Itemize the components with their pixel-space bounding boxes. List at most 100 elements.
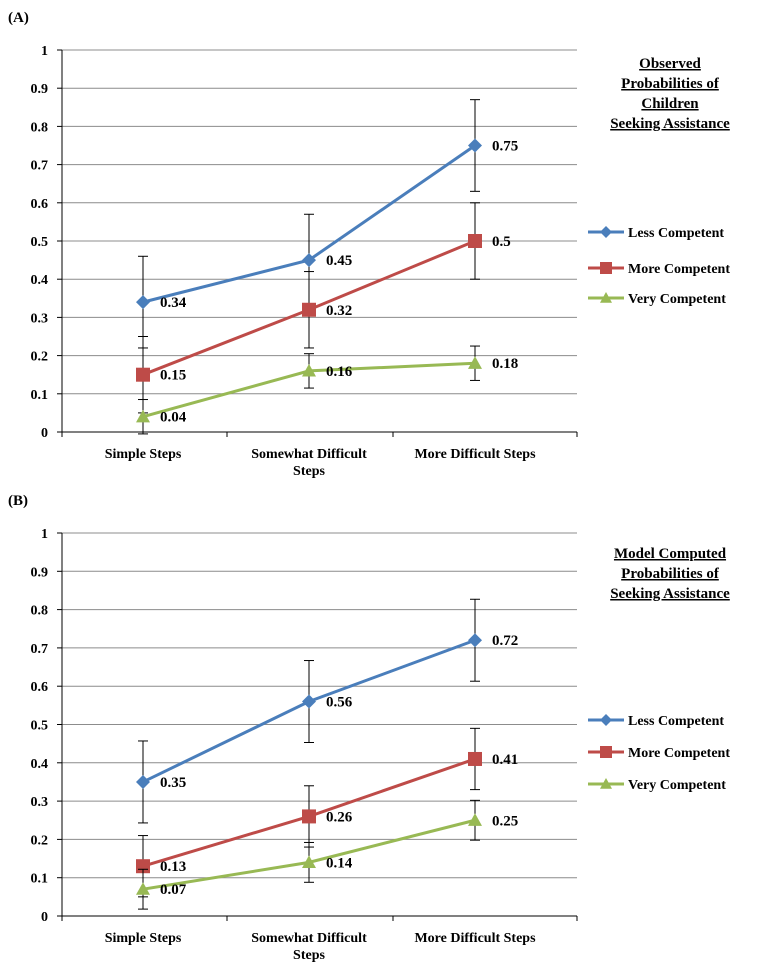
legend-item: More Competent — [588, 262, 730, 277]
y-tick-label: 0.9 — [31, 82, 49, 97]
data-label: 0.15 — [160, 368, 186, 384]
marker-square — [302, 302, 316, 317]
x-tick-label: Simple Steps — [105, 447, 182, 462]
chart-title: Probabilities of — [621, 566, 720, 582]
y-tick-label: 0.7 — [31, 642, 49, 657]
chart-title: Seeking Assistance — [610, 586, 730, 602]
data-label: 0.34 — [160, 295, 187, 311]
y-tick-label: 0.6 — [31, 680, 49, 695]
data-label: 0.45 — [326, 253, 352, 269]
marker-square — [600, 262, 612, 274]
x-tick-label: Steps — [293, 464, 325, 479]
marker-diamond — [136, 774, 150, 789]
y-tick-label: 0.7 — [31, 159, 49, 174]
marker-diamond — [600, 226, 612, 238]
series-very-competent: 0.07 0.14 0.25 — [136, 799, 518, 910]
y-tick-label: 0.8 — [31, 120, 49, 135]
data-label: 0.13 — [160, 859, 186, 875]
y-tick-label: 0.5 — [31, 235, 49, 250]
marker-diamond — [302, 694, 316, 709]
y-tick-label: 0 — [41, 910, 48, 925]
y-tick-label: 0.1 — [31, 388, 49, 403]
y-tick-label: 0.3 — [31, 311, 49, 326]
x-tick-label: Simple Steps — [105, 931, 182, 946]
marker-triangle — [600, 778, 612, 789]
marker-diamond — [600, 714, 612, 726]
data-label: 0.04 — [160, 410, 187, 426]
chart-title: Probabilities of — [621, 76, 720, 92]
legend-label: More Competent — [628, 746, 730, 761]
x-tick-label: Somewhat Difficult — [251, 931, 367, 946]
data-label: 0.16 — [326, 364, 353, 380]
legend-label: More Competent — [628, 262, 730, 277]
chart-title: Observed — [639, 56, 701, 72]
y-tick-label: 1 — [41, 527, 48, 542]
marker-triangle — [468, 813, 482, 826]
marker-triangle — [468, 356, 482, 369]
chart-panel-a: (A) 0 0.1 0.2 0.3 0.4 0.5 0.6 0.7 0.8 0.9 1 Simple S… — [8, 10, 730, 479]
series-very-competent: 0.04 0.16 0.18 — [136, 345, 518, 435]
y-tick-label: 0.4 — [31, 273, 49, 288]
y-tick-label: 0 — [41, 426, 48, 441]
y-tick-label: 0.1 — [31, 872, 49, 887]
y-tick-label: 0.8 — [31, 604, 49, 619]
marker-triangle — [302, 363, 316, 377]
marker-diamond — [136, 295, 150, 310]
data-label: 0.56 — [326, 695, 353, 711]
marker-square — [136, 367, 150, 382]
y-tick-label: 0.3 — [31, 795, 49, 810]
legend-item: Less Competent — [588, 714, 724, 729]
y-tick-label: 0.9 — [31, 565, 49, 580]
marker-square — [600, 746, 612, 758]
legend-item: Very Competent — [588, 292, 726, 307]
y-tick-label: 0.6 — [31, 197, 49, 212]
data-label: 0.14 — [326, 855, 353, 871]
chart-panel-b: (B) 0 0.1 0.2 0.3 0.4 0.5 0.6 0.7 0.8 0.9 1 Simple S… — [8, 493, 730, 963]
legend-label: Less Competent — [628, 714, 724, 729]
panel-label: (B) — [8, 493, 28, 509]
y-tick-label: 0.2 — [31, 833, 49, 848]
marker-triangle — [136, 409, 150, 423]
legend-label: Very Competent — [628, 778, 726, 793]
data-label: 0.35 — [160, 775, 186, 791]
marker-diamond — [468, 633, 482, 648]
x-tick-label: Steps — [293, 948, 325, 963]
data-label: 0.32 — [326, 303, 352, 319]
series-more-competent: 0.13 0.26 0.41 — [136, 727, 518, 898]
marker-diamond — [468, 138, 482, 153]
series-less-competent: 0.35 0.56 0.72 — [136, 598, 518, 824]
marker-triangle — [302, 855, 316, 868]
legend-item: Very Competent — [588, 778, 726, 793]
data-label: 0.18 — [492, 356, 518, 372]
series-more-competent: 0.15 0.32 0.5 — [136, 202, 511, 414]
marker-square — [302, 809, 316, 824]
y-tick-label: 0.5 — [31, 719, 49, 734]
legend-item: Less Competent — [588, 226, 724, 241]
panel-label: (A) — [8, 10, 29, 26]
marker-square — [468, 751, 482, 766]
chart-title: Model Computed — [614, 546, 727, 562]
y-tick-label: 0.4 — [31, 757, 49, 772]
chart-title: Children — [641, 96, 699, 112]
y-tick-label: 0.2 — [31, 350, 49, 365]
legend-label: Less Competent — [628, 226, 724, 241]
legend-item: More Competent — [588, 746, 730, 761]
x-tick-label: More Difficult Steps — [414, 931, 536, 946]
marker-triangle — [600, 292, 612, 303]
data-label: 0.25 — [492, 813, 518, 829]
data-label: 0.41 — [492, 752, 518, 768]
data-label: 0.5 — [492, 234, 511, 250]
x-tick-label: More Difficult Steps — [414, 447, 536, 462]
chart-title: Seeking Assistance — [610, 116, 730, 132]
legend-label: Very Competent — [628, 292, 726, 307]
y-tick-label: 1 — [41, 44, 48, 59]
data-label: 0.26 — [326, 809, 353, 825]
marker-triangle — [136, 882, 150, 895]
marker-square — [468, 234, 482, 248]
marker-diamond — [302, 253, 316, 268]
x-tick-label: Somewhat Difficult — [251, 447, 367, 462]
data-label: 0.75 — [492, 139, 518, 155]
series-less-competent: 0.34 0.45 0.75 — [136, 99, 518, 349]
data-label: 0.72 — [492, 633, 518, 649]
